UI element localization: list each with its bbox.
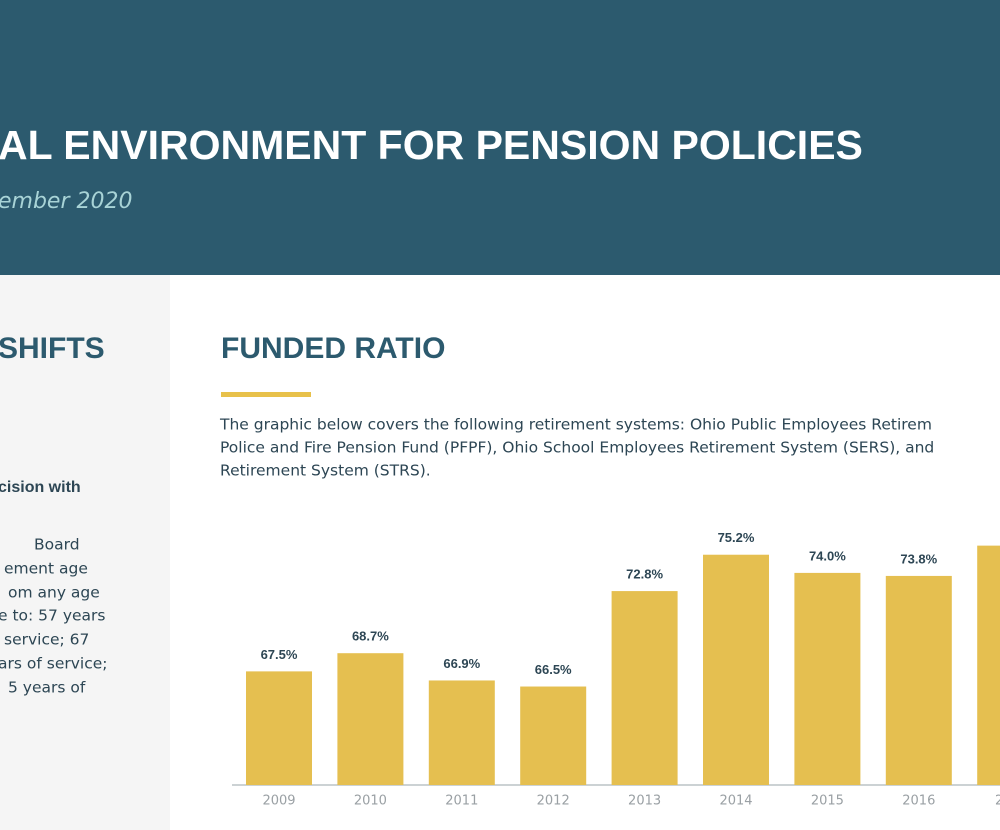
sidebar-line: e to: 57 years <box>0 607 105 625</box>
page-title: AL ENVIRONMENT FOR PENSION POLICIES <box>0 122 863 168</box>
bar <box>794 572 861 785</box>
sidebar-line: Board <box>34 536 80 554</box>
sidebar-line: 5 years of <box>8 679 86 697</box>
description-line: Police and Fire Pension Fund (PFPF), Ohi… <box>220 439 934 457</box>
value-label: 68.7% <box>352 629 389 644</box>
value-label: 75.2% <box>718 530 755 545</box>
value-label: 73.8% <box>900 551 937 566</box>
bar <box>885 575 952 785</box>
value-label: 66.9% <box>443 656 480 671</box>
sidebar-subheading: cision with <box>0 479 81 496</box>
bar <box>337 653 404 785</box>
section-heading: FUNDED RATIO <box>221 332 445 365</box>
sidebar-line: om any age <box>8 584 100 602</box>
description-line: Retirement System (STRS). <box>220 462 431 480</box>
x-tick-label: 2011 <box>445 794 478 809</box>
bar <box>520 686 587 785</box>
value-label: 66.5% <box>535 662 572 677</box>
sidebar-heading: SHIFTS <box>0 332 105 365</box>
x-tick-label: 2016 <box>902 794 935 809</box>
x-tick-label: 2014 <box>719 794 752 809</box>
x-tick-label: 2010 <box>354 794 387 809</box>
sidebar-band <box>0 275 170 830</box>
page-subtitle: ember 2020 <box>0 189 133 214</box>
header-band <box>0 0 1000 275</box>
heading-underline <box>221 392 311 397</box>
bar <box>703 554 769 785</box>
value-label: 72.8% <box>626 567 663 582</box>
x-tick-label: 2013 <box>628 794 661 809</box>
sidebar-line: ars of service; <box>0 655 107 673</box>
bar <box>611 591 678 785</box>
sidebar-line: ement age <box>4 560 88 578</box>
x-tick-label: 2012 <box>537 794 570 809</box>
x-tick-label: 2015 <box>811 794 844 809</box>
x-tick-label: 2009 <box>262 794 295 809</box>
description-line: The graphic below covers the following r… <box>219 416 932 434</box>
value-label: 74.0% <box>809 548 846 563</box>
sidebar-line: service; 67 <box>4 631 89 649</box>
bar <box>246 671 312 785</box>
bar <box>428 680 495 785</box>
bar <box>977 545 1000 785</box>
value-label: 67.5% <box>261 647 298 662</box>
x-tick-label: 2 <box>995 794 1000 809</box>
